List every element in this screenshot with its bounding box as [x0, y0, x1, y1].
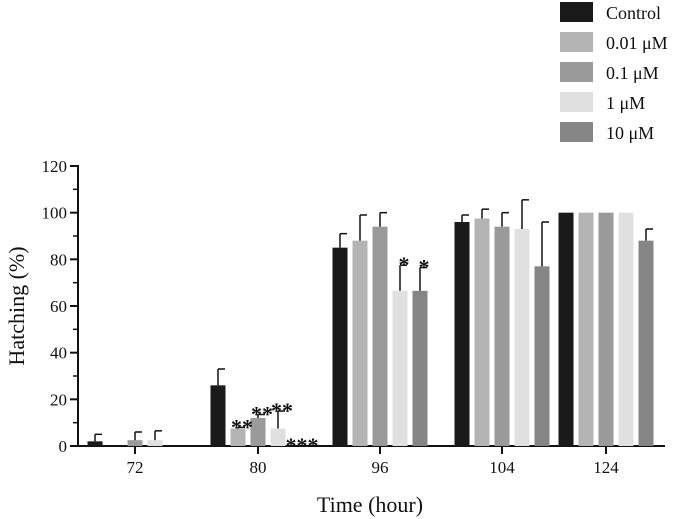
bar — [230, 428, 246, 446]
legend-label: 1 μM — [606, 93, 645, 113]
bar — [412, 290, 428, 446]
bar — [514, 229, 530, 446]
significance-marker: *** — [286, 433, 319, 458]
significance-marker: * — [399, 252, 410, 277]
significance-marker: ** — [251, 402, 273, 427]
bar — [578, 212, 594, 446]
significance-marker: ** — [271, 398, 293, 423]
bar — [127, 440, 143, 446]
bar — [147, 440, 163, 446]
significance-marker: * — [419, 255, 430, 280]
legend-label: Control — [606, 3, 661, 23]
bar — [392, 290, 408, 446]
legend-label: 0.1 μM — [606, 63, 659, 83]
x-tick-label: 124 — [593, 458, 619, 477]
x-axis-label: Time (hour) — [317, 492, 423, 517]
bar — [494, 226, 510, 446]
bar — [332, 247, 348, 446]
x-tick-label: 104 — [489, 458, 515, 477]
bar — [210, 385, 226, 446]
bar — [474, 218, 490, 446]
legend-swatch — [560, 92, 593, 112]
bar — [87, 441, 103, 446]
bar — [250, 418, 266, 446]
bar — [618, 212, 634, 446]
bar — [454, 222, 470, 446]
legend-swatch — [560, 122, 593, 142]
bar — [534, 266, 550, 446]
y-tick-label: 0 — [59, 437, 68, 456]
bar — [558, 212, 574, 446]
x-tick-label: 96 — [372, 458, 389, 477]
legend: Control 0.01 μM 0.1 μM 1 μM 10 μM — [560, 2, 668, 143]
significance-marker: ** — [231, 414, 253, 439]
legend-label: 0.01 μM — [606, 33, 668, 53]
legend-label: 10 μM — [606, 123, 654, 143]
y-tick-label: 120 — [42, 157, 68, 176]
y-tick-label: 40 — [50, 344, 67, 363]
legend-swatch — [560, 2, 593, 22]
x-tick-label: 80 — [250, 458, 267, 477]
y-axis-label: Hatching (%) — [4, 246, 29, 365]
bar — [598, 212, 614, 446]
bar — [638, 240, 654, 446]
y-tick-label: 20 — [50, 390, 67, 409]
y-tick-label: 80 — [50, 250, 67, 269]
legend-swatch — [560, 32, 593, 52]
bar — [270, 428, 286, 446]
x-tick-label: 72 — [127, 458, 144, 477]
bar — [352, 240, 368, 446]
bar — [372, 226, 388, 446]
y-tick-label: 100 — [42, 204, 68, 223]
legend-swatch — [560, 62, 593, 82]
y-tick-label: 60 — [50, 297, 67, 316]
